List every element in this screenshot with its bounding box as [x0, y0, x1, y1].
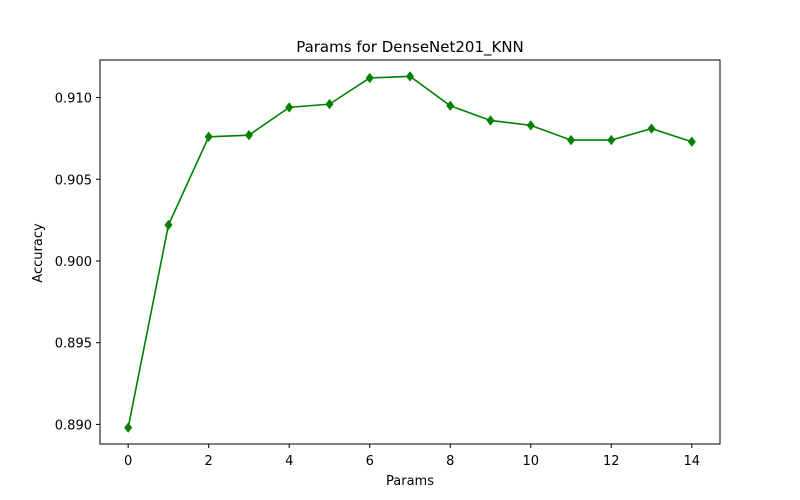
data-point-marker: [607, 134, 616, 146]
data-point-marker: [486, 115, 495, 126]
data-point-marker: [365, 72, 374, 84]
x-tick-label: 4: [285, 454, 293, 469]
y-axis-ticks: 0.890 0.895 0.900 0.905 0.910: [55, 92, 100, 433]
x-tick-label: 12: [603, 454, 620, 469]
data-point-marker: [285, 102, 294, 113]
data-point-marker: [325, 98, 334, 110]
data-point-marker: [526, 120, 535, 131]
x-tick-label: 14: [684, 454, 701, 469]
plot-area-frame: [99, 59, 721, 445]
y-tick-label: 0.890: [55, 418, 92, 433]
y-tick-label: 0.895: [55, 337, 92, 352]
data-point-marker: [567, 134, 576, 146]
data-point-marker: [164, 219, 173, 231]
y-axis-title: Accuracy: [31, 223, 46, 283]
chart-title: Params for DenseNet201_KNN: [296, 38, 524, 57]
data-point-marker: [244, 130, 253, 141]
y-tick-label: 0.900: [55, 255, 92, 270]
data-point-marker: [124, 422, 133, 433]
data-point-marker: [647, 123, 656, 134]
data-point-marker: [446, 100, 455, 111]
y-tick-label: 0.910: [55, 92, 92, 107]
x-tick-label: 6: [366, 454, 374, 469]
x-tick-label: 8: [446, 454, 454, 469]
x-tick-label: 0: [124, 454, 132, 469]
x-axis-title: Params: [386, 474, 434, 489]
data-point-marker: [405, 71, 415, 82]
data-point-marker: [687, 136, 696, 147]
y-tick-label: 0.905: [55, 173, 92, 188]
data-point-marker: [204, 131, 213, 142]
x-tick-label: 2: [205, 454, 213, 469]
series-layer: [124, 71, 696, 433]
x-tick-label: 10: [523, 454, 540, 469]
x-axis-ticks: 0 2 4 6 8 10 12 14: [124, 444, 700, 469]
